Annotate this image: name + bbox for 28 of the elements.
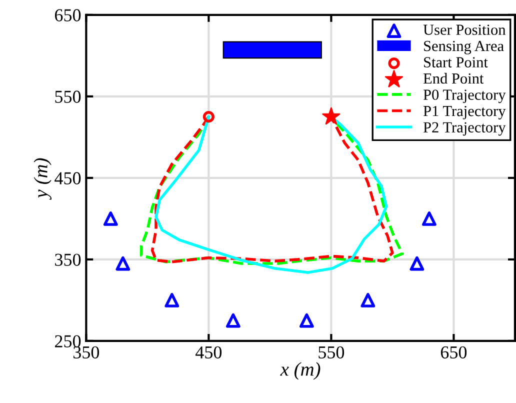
x-axis-title: x (m): [280, 362, 320, 380]
legend-label: P2 Trajectory: [423, 122, 506, 136]
point: [360, 292, 376, 308]
x-tick-label: 450: [195, 346, 222, 359]
point: [116, 256, 130, 271]
y-tick-label: 550: [55, 90, 81, 103]
x-tick-label: 550: [318, 346, 344, 359]
y-tick-label: 650: [55, 9, 81, 22]
legend-label: P1 Trajectory: [423, 106, 506, 120]
point: [322, 107, 340, 125]
y-tick-label: 250: [55, 335, 81, 348]
point: [164, 292, 180, 308]
legend-label: End Point: [423, 72, 484, 84]
legend-label: Start Point: [424, 57, 488, 68]
point: [422, 211, 436, 226]
y-tick-label: 450: [54, 172, 81, 184]
x-tick-label: 650: [440, 346, 467, 359]
point: [299, 313, 314, 328]
point: [202, 111, 214, 123]
point: [410, 256, 424, 271]
x-tick-label: 350: [73, 346, 100, 359]
point: [103, 211, 118, 226]
legend-label: P0 Trajectory: [423, 90, 506, 104]
y-tick-label: 350: [55, 254, 81, 266]
point: [226, 313, 240, 328]
legend-label: Sensing Area: [424, 40, 504, 54]
legend-label: User Position: [423, 24, 506, 35]
y-axis-title: y (m): [34, 158, 52, 200]
